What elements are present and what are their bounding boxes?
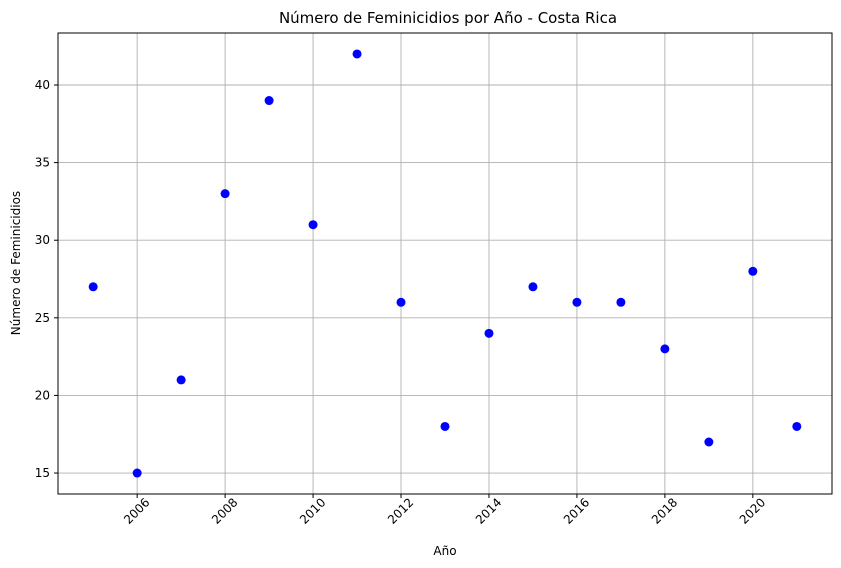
x-axis-label: Año bbox=[433, 544, 456, 558]
data-point bbox=[132, 468, 142, 478]
data-point bbox=[792, 421, 802, 431]
x-tick-label: 2008 bbox=[209, 495, 240, 526]
x-tick-label: 2012 bbox=[385, 495, 416, 526]
data-point bbox=[396, 297, 406, 307]
x-gridlines bbox=[136, 33, 754, 494]
y-gridlines bbox=[58, 84, 832, 474]
data-point bbox=[704, 437, 714, 447]
data-point bbox=[220, 189, 230, 199]
data-point bbox=[484, 328, 494, 338]
data-point bbox=[308, 220, 318, 230]
x-tick-label: 2016 bbox=[561, 495, 592, 526]
data-point bbox=[572, 297, 582, 307]
data-point bbox=[264, 96, 274, 106]
data-point bbox=[748, 266, 758, 276]
y-tick-label: 30 bbox=[35, 233, 50, 247]
x-tick-label: 2020 bbox=[737, 495, 768, 526]
y-axis-ticks: 15 20 25 30 35 40 bbox=[35, 78, 58, 480]
y-tick-label: 20 bbox=[35, 388, 50, 402]
x-tick-label: 2006 bbox=[121, 495, 152, 526]
x-tick-label: 2010 bbox=[297, 495, 328, 526]
data-point bbox=[440, 421, 450, 431]
x-tick-label: 2018 bbox=[649, 495, 680, 526]
y-tick-label: 15 bbox=[35, 466, 50, 480]
x-tick-label: 2014 bbox=[473, 495, 504, 526]
y-tick-label: 40 bbox=[35, 78, 50, 92]
y-axis-label: Número de Feminicidios bbox=[9, 191, 23, 335]
plot-frame bbox=[57, 32, 833, 495]
chart-title: Número de Feminicidios por Año - Costa R… bbox=[279, 9, 617, 27]
y-tick-label: 25 bbox=[35, 311, 50, 325]
data-point bbox=[352, 49, 362, 59]
data-point bbox=[660, 344, 670, 354]
data-point bbox=[176, 375, 186, 385]
y-tick-label: 35 bbox=[35, 156, 50, 170]
data-point bbox=[616, 297, 626, 307]
data-points bbox=[88, 49, 802, 478]
data-point bbox=[88, 282, 98, 292]
data-point bbox=[528, 282, 538, 292]
x-axis-ticks: 2006 2008 2010 2012 2014 2016 2018 2020 bbox=[121, 494, 768, 527]
